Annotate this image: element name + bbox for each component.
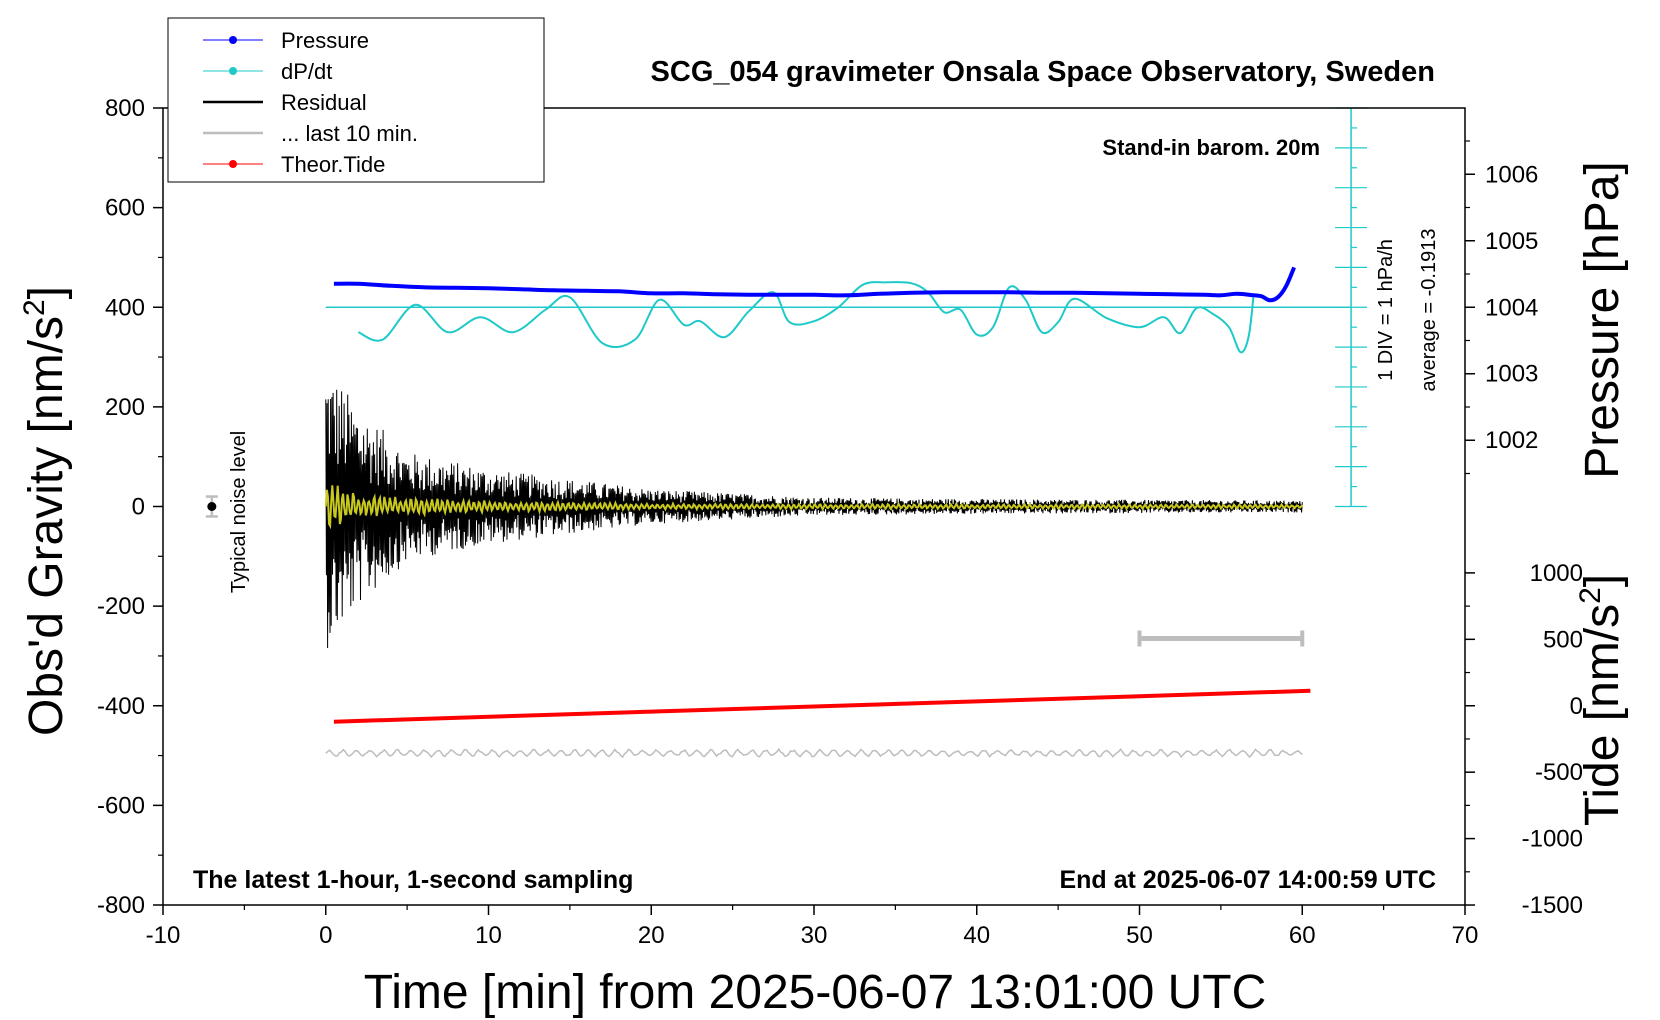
legend-label: Pressure <box>281 28 369 53</box>
y-axis-title-left-main: Obs'd Gravity [nm/s <box>20 316 73 736</box>
end-at-label: End at 2025-06-07 14:00:59 UTC <box>1059 866 1436 894</box>
y-axis-title-tide-end: ] <box>1576 574 1629 587</box>
y-tick-label: -200 <box>97 593 145 620</box>
legend-marker <box>229 67 237 75</box>
pressure-tick-label: 1003 <box>1485 361 1538 388</box>
series-layer <box>324 266 1311 759</box>
y-axis-title-left: Obs'd Gravity [nm/s2] <box>18 286 73 736</box>
stand-in-label: Stand-in barom. 20m <box>1102 135 1320 160</box>
y-axis-title-tide-main: Tide [nm/s <box>1576 604 1629 826</box>
dpdt-line <box>357 281 1255 354</box>
pressure-line <box>333 266 1296 303</box>
pressure-tick-label: 1002 <box>1485 427 1538 454</box>
x-tick-label: 70 <box>1452 922 1479 949</box>
x-tick-label: 0 <box>319 922 332 949</box>
chart-title: SCG_054 gravimeter Onsala Space Observat… <box>651 56 1435 88</box>
legend: Pressure dP/dt Residual ... last 10 min. The… <box>167 17 545 183</box>
y-axis-title-left-sup: 2 <box>18 299 51 316</box>
filtered-residual-line <box>324 485 1304 530</box>
plot-area <box>205 107 1368 647</box>
pressure-tick-label: 1004 <box>1485 294 1538 321</box>
y-axis-title-tide: Tide [nm/s2] <box>1574 574 1629 826</box>
y-tick-label: -800 <box>97 892 145 919</box>
x-tick-label: 20 <box>638 922 665 949</box>
y-tick-label: -600 <box>97 792 145 819</box>
tide-tick-label: 500 <box>1543 626 1583 653</box>
x-tick-label: 60 <box>1289 922 1316 949</box>
x-axis-title: Time [min] from 2025-06-07 13:01:00 UTC <box>364 966 1267 1019</box>
legend-marker <box>229 36 237 44</box>
tide-line <box>333 688 1311 724</box>
axis-layer: -10 0 10 20 30 40 50 60 70 800 600 400 200 0 -200 -400 -… <box>97 95 1583 949</box>
tide-tick-label: 0 <box>1570 693 1583 720</box>
y-axis-title-tide-sup: 2 <box>1574 587 1607 604</box>
legend-label: Theor.Tide <box>281 152 385 177</box>
pressure-tick-label: 1005 <box>1485 228 1538 255</box>
latest-label: The latest 1-hour, 1-second sampling <box>193 866 633 894</box>
x-tick-label: 50 <box>1126 922 1153 949</box>
tide-tick-label: -500 <box>1535 759 1583 786</box>
x-tick-label: 40 <box>963 922 990 949</box>
y-axis-title-left-end: ] <box>20 286 73 299</box>
noise-point <box>207 502 217 511</box>
y-tick-label: 400 <box>105 294 145 321</box>
noise-level-label: Typical noise level <box>228 431 250 593</box>
x-tick-label: 10 <box>475 922 502 949</box>
legend-box <box>167 17 545 183</box>
y-tick-label: 800 <box>105 95 145 122</box>
legend-label: ... last 10 min. <box>281 121 418 146</box>
legend-label: Residual <box>281 90 367 115</box>
y-tick-label: 0 <box>132 494 145 521</box>
tide-tick-label: 1000 <box>1530 560 1583 587</box>
div-label: 1 DIV = 1 hPa/h <box>1375 239 1397 381</box>
y-tick-label: -400 <box>97 693 145 720</box>
x-tick-label: 30 <box>801 922 828 949</box>
average-label: average = -0.1913 <box>1418 229 1440 392</box>
pressure-tick-label: 1006 <box>1485 161 1538 188</box>
y-tick-label: 600 <box>105 195 145 222</box>
residual-line <box>325 389 1303 649</box>
y-tick-label: 200 <box>105 394 145 421</box>
tide-tick-label: -1000 <box>1522 826 1583 853</box>
legend-label: dP/dt <box>281 59 332 84</box>
y-axis-title-pressure: Pressure [hPa] <box>1576 161 1629 478</box>
last10-line <box>325 747 1303 759</box>
tide-tick-label: -1500 <box>1522 892 1583 919</box>
x-tick-label: -10 <box>146 922 181 949</box>
legend-marker <box>229 160 237 168</box>
